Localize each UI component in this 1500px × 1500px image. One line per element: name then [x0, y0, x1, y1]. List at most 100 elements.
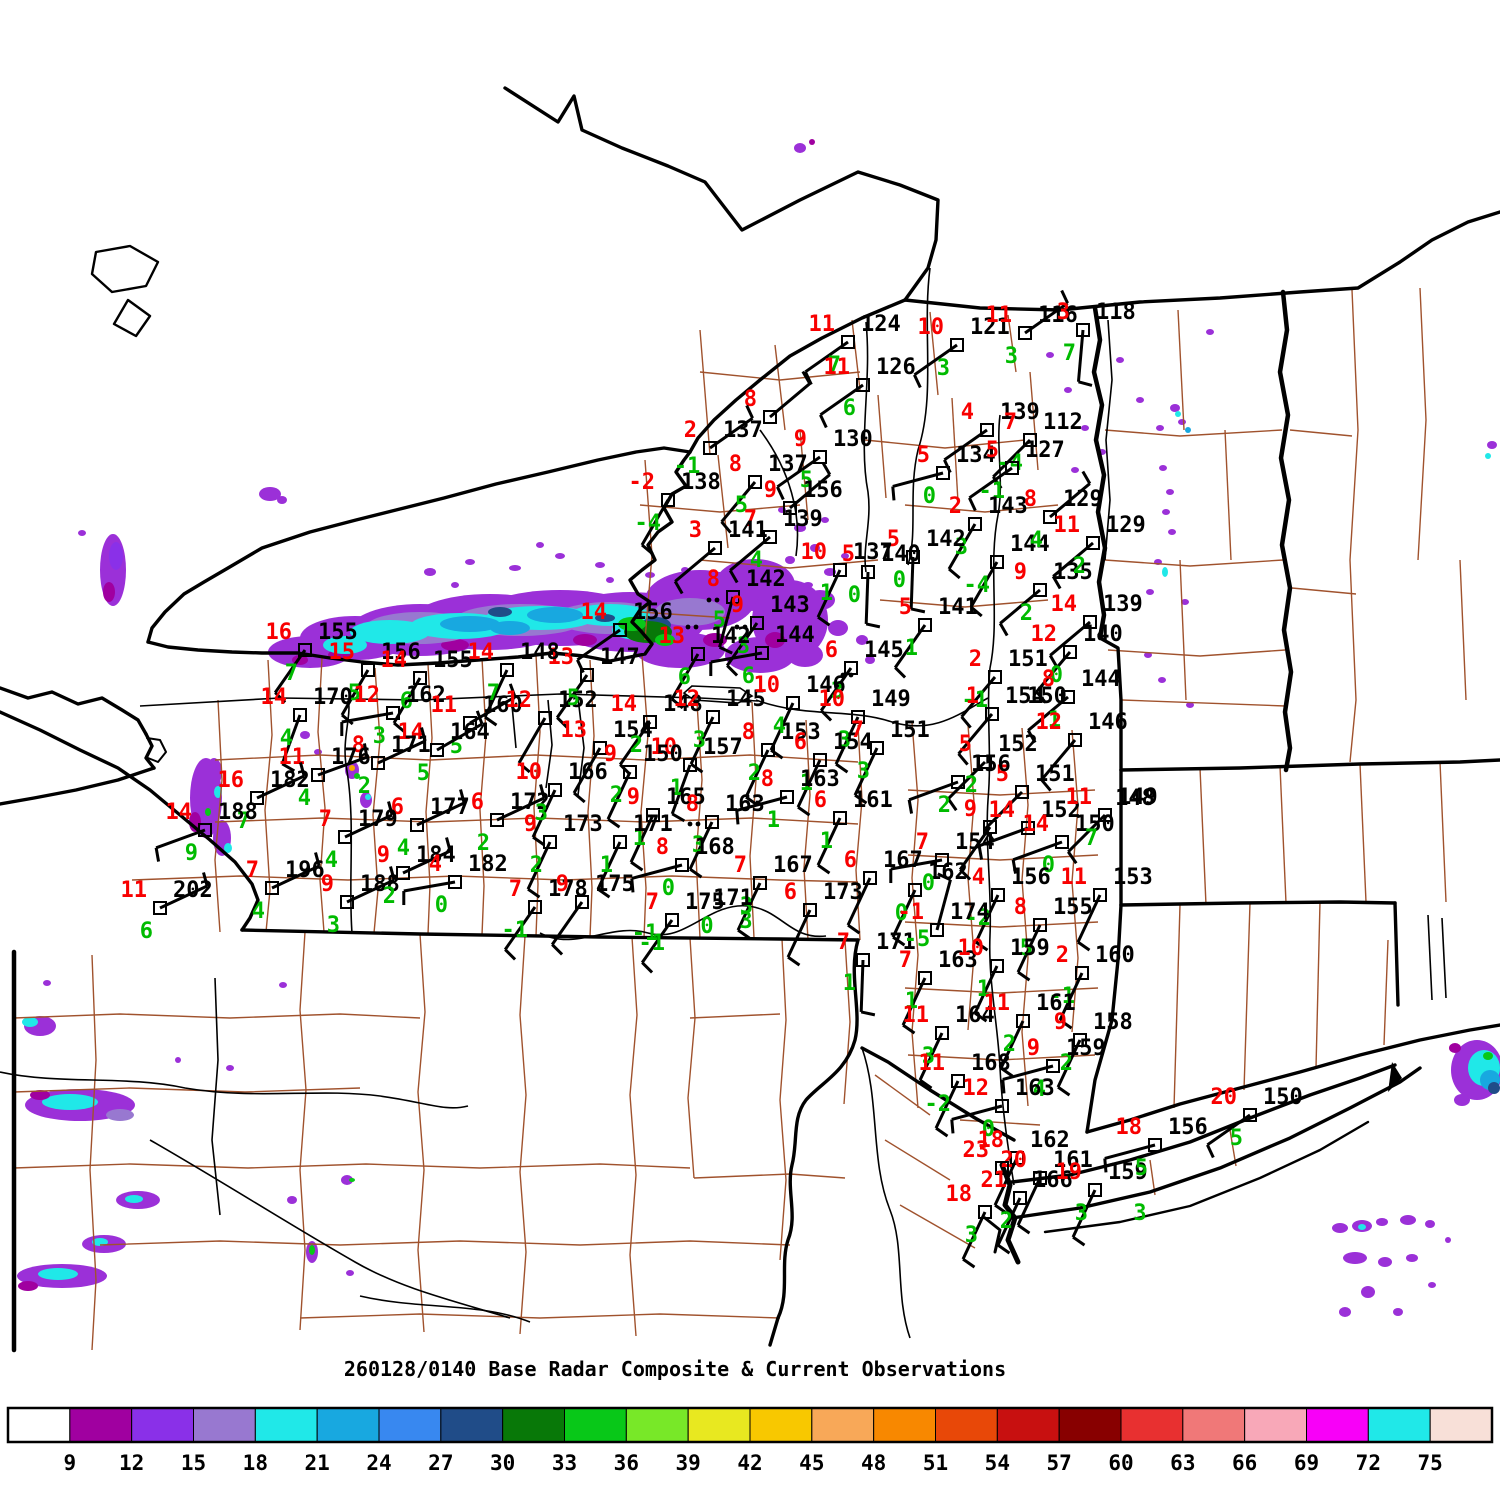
station-dewpoint: 1: [633, 826, 646, 851]
station-temperature: 7: [246, 858, 259, 883]
station-dewpoint: 7: [1063, 341, 1076, 366]
station-plot: 9: [958, 797, 997, 881]
station-pressure: 146: [806, 673, 846, 698]
station-dewpoint: 3: [740, 894, 753, 919]
station-temperature: 3: [1057, 300, 1070, 325]
radar-echo: [1146, 589, 1154, 595]
station-temperature: -2: [629, 470, 656, 495]
station-temperature: 12: [1036, 710, 1063, 735]
station-dewpoint: 2: [1003, 1032, 1016, 1057]
station-pressure: 141: [938, 595, 978, 620]
colorbar-cell: [1120, 1407, 1184, 1443]
station-temperature: 8: [744, 387, 757, 412]
station-temperature: 4: [961, 400, 974, 425]
station-temperature: 12: [506, 688, 533, 713]
station-dewpoint: 3: [327, 913, 340, 938]
station-plot: 12 163 0: [950, 1076, 1055, 1142]
station-temperature: 6: [391, 795, 404, 820]
station-temperature: 8: [656, 835, 669, 860]
station-plot: 11 168 -2: [919, 1051, 1011, 1138]
station-temperature: 7: [851, 718, 864, 743]
station-temperature: 12: [674, 687, 701, 712]
radar-echo: [536, 542, 544, 548]
station-pressure: 139: [1103, 592, 1143, 617]
station-temperature: 8: [761, 767, 774, 792]
station-dewpoint: 5: [1020, 936, 1033, 961]
station-pressure: 144: [775, 623, 815, 648]
radar-echo: [1449, 1043, 1461, 1053]
station-plot: 9 130 5: [776, 427, 873, 501]
station-pressure: 158: [1093, 1010, 1133, 1035]
radar-echo: [277, 496, 287, 504]
station-plot: 4 182 0: [402, 852, 508, 918]
colorbar-label: 51: [923, 1451, 948, 1475]
station-dewpoint: -4: [997, 451, 1024, 476]
radar-echo: [595, 562, 605, 568]
station-dewpoint: 0: [895, 901, 908, 926]
station-temperature: 14: [468, 640, 495, 665]
station-temperature: 19: [1056, 1160, 1083, 1185]
station-temperature: 14: [381, 648, 408, 673]
station-pressure: 137: [768, 452, 808, 477]
station-dewpoint: 0: [923, 484, 936, 509]
station-pressure: 144: [1010, 532, 1050, 557]
station-plot: 11 153: [1061, 865, 1153, 952]
station-dewpoint: 1: [600, 853, 613, 878]
state-borders: [0, 86, 1500, 1353]
map-title: 260128/0140 Base Radar Composite & Curre…: [344, 1357, 1006, 1381]
station-plot: 13 154: [561, 718, 653, 804]
station-temperature: 14: [166, 800, 193, 825]
station-plot: 7 167 3: [734, 853, 813, 940]
colorbar-label: 33: [552, 1451, 577, 1475]
station-dewpoint: 3: [965, 1223, 978, 1248]
station-pressure: 150: [1263, 1085, 1303, 1110]
station-pressure: 139: [1000, 400, 1040, 425]
station-pressure: 162: [406, 683, 446, 708]
radar-echo: [125, 1195, 143, 1203]
station-temperature: 9: [794, 427, 807, 452]
station-plot: 14 164 5: [398, 710, 490, 786]
radar-echo: [1454, 1094, 1470, 1106]
radar-echo: [109, 542, 123, 570]
radar-echo: [206, 758, 222, 786]
station-dewpoint: 1: [820, 581, 833, 606]
station-temperature: 9: [524, 812, 537, 837]
station-dewpoint: 7: [1085, 826, 1098, 851]
colorbar-cell: [316, 1407, 380, 1443]
station-dewpoint: -2: [925, 1092, 952, 1117]
station-dewpoint: 2: [938, 793, 951, 818]
station-dewpoint: 2: [477, 831, 490, 856]
station-plot: -2 138 -4: [629, 470, 721, 556]
station-temperature: 13: [548, 645, 575, 670]
station-temperature: 5: [899, 595, 912, 620]
station-temperature: 6: [814, 788, 827, 813]
station-temperature: 5: [917, 443, 930, 468]
station-temperature: 7: [509, 877, 522, 902]
station-dewpoint: 3: [373, 724, 386, 749]
station-plot: 6 177 4: [391, 789, 470, 861]
station-plot: 10 149 3: [819, 687, 911, 774]
colorbar-cell: [1367, 1407, 1431, 1443]
station-plot: 2 160 -1: [1049, 943, 1135, 1030]
radar-echo: [1046, 352, 1054, 358]
station-plot: 7 196 4: [246, 852, 325, 924]
radar-echo: [1175, 411, 1181, 417]
colorbar-cell: [1429, 1407, 1493, 1443]
radar-echo: [1206, 329, 1214, 335]
station-plot: 9 158 2: [1054, 1010, 1133, 1097]
station-temperature: 2: [684, 418, 697, 443]
colorbar-label: 63: [1170, 1451, 1195, 1475]
station-pressure: 127: [1025, 438, 1065, 463]
colorbar-label: 12: [119, 1451, 144, 1475]
colorbar-cell: [69, 1407, 133, 1443]
radar-echo: [259, 487, 281, 501]
radar-echo: [1185, 427, 1191, 433]
radar-echo: [1162, 509, 1170, 515]
radar-echo: [1393, 1308, 1403, 1316]
station-dewpoint: -1: [979, 479, 1006, 504]
station-dewpoint: 4: [325, 848, 338, 873]
radar-echo: [1181, 599, 1189, 605]
station-dewpoint: 7: [828, 353, 841, 378]
